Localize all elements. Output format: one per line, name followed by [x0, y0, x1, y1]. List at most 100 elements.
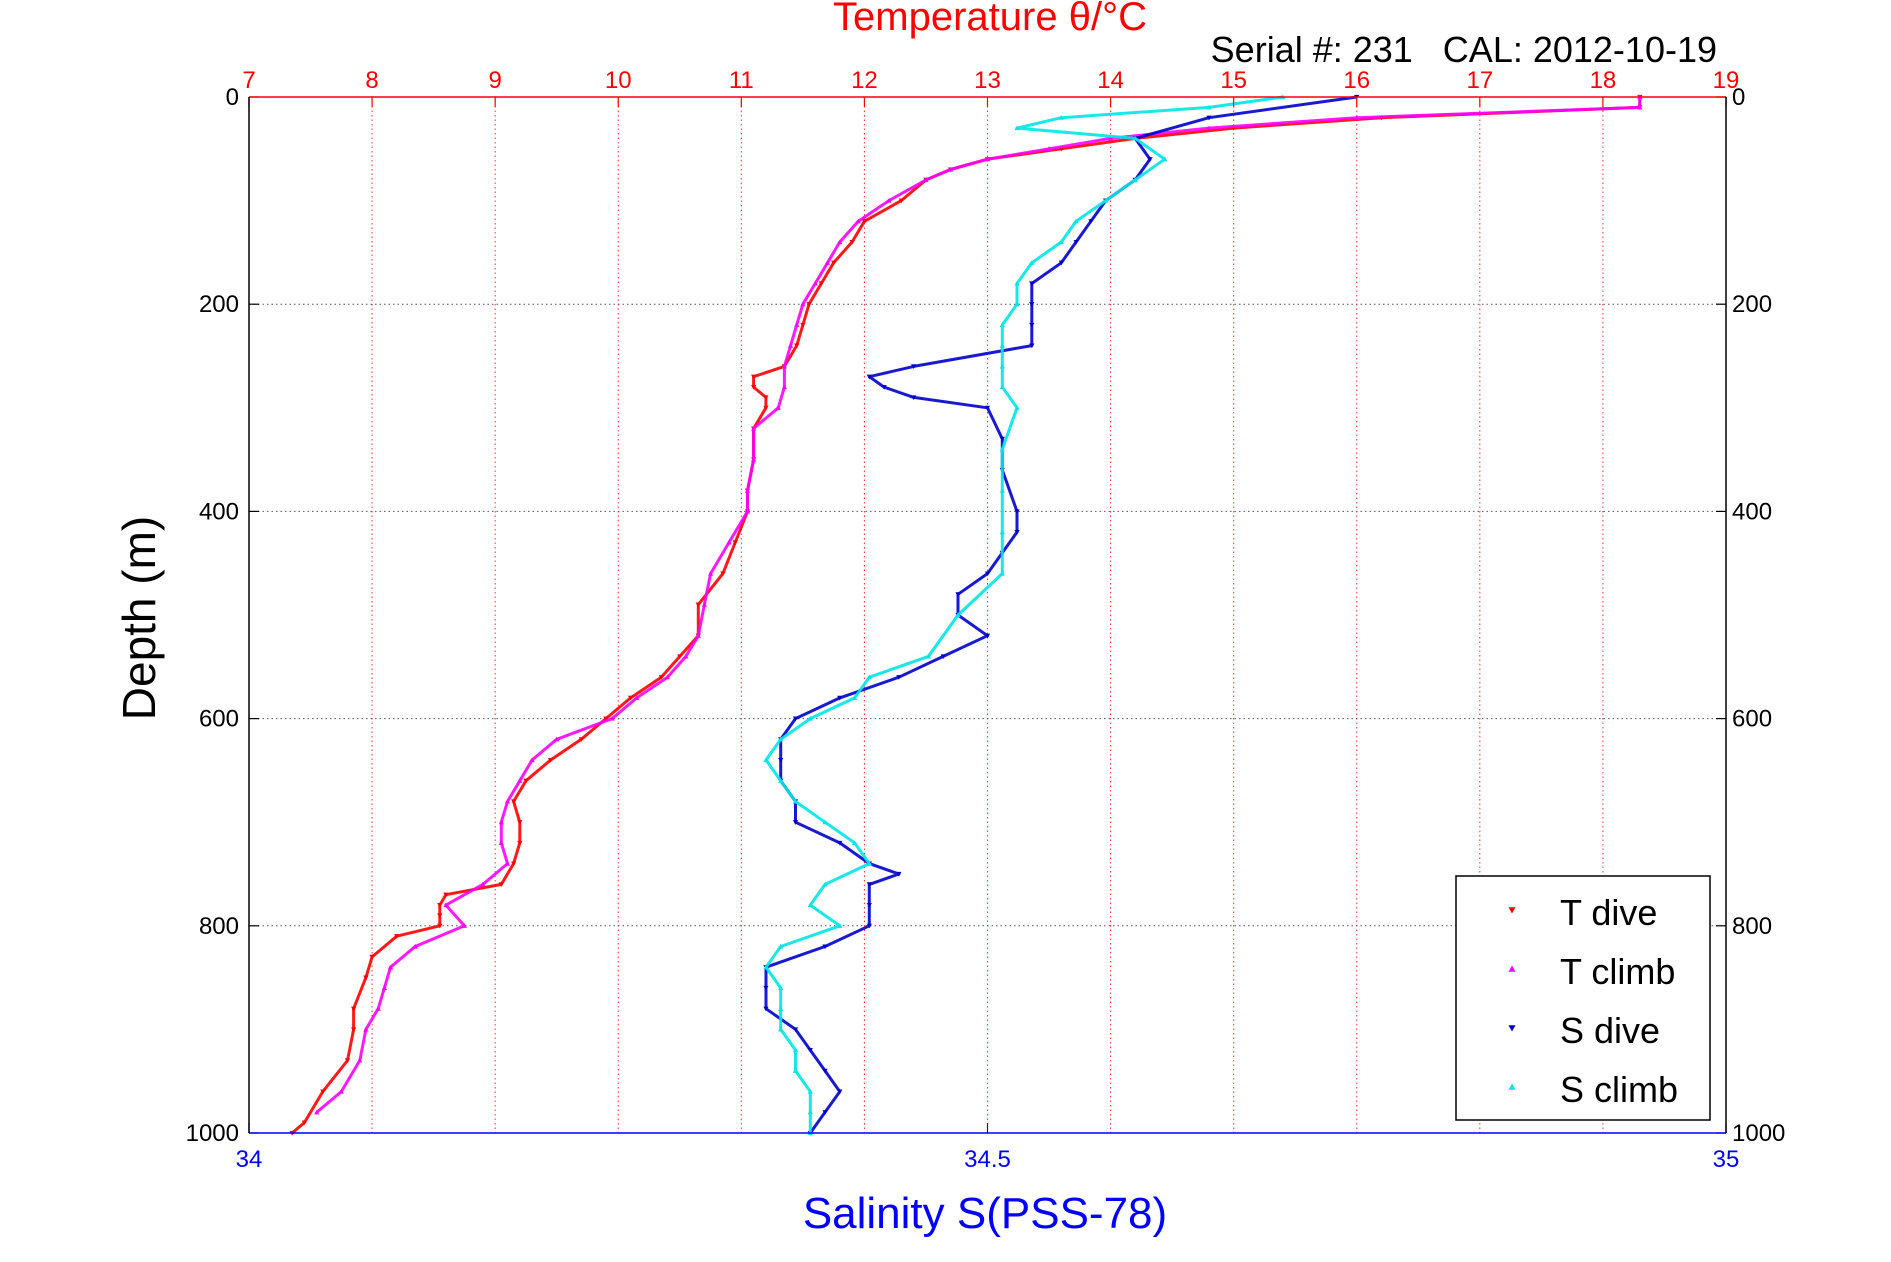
- data-point-s-dive-29: [837, 695, 843, 701]
- series-s-climb: [763, 94, 1286, 1136]
- data-point-s-climb-8: [1073, 218, 1079, 224]
- data-point-t-dive-20: [763, 395, 769, 401]
- data-point-t-climb-25: [707, 570, 714, 576]
- data-point-t-climb-27: [695, 633, 701, 638]
- data-point-s-climb-20: [999, 529, 1005, 535]
- data-point-t-climb-39: [480, 881, 486, 887]
- data-point-s-dive-15: [881, 385, 887, 390]
- data-point-s-climb-24: [866, 674, 872, 680]
- data-point-t-dive-15: [800, 322, 806, 328]
- data-point-s-dive-28: [896, 675, 902, 680]
- temperature-tick-label-18: 18: [1590, 67, 1617, 94]
- salinity-tick-label-34.5: 34.5: [964, 1146, 1011, 1173]
- data-point-s-dive-44: [763, 985, 769, 991]
- data-point-t-dive-48: [363, 975, 369, 981]
- data-point-t-climb-34: [517, 778, 523, 783]
- temperature-tick-label-14: 14: [1097, 67, 1124, 94]
- depth-tick-label-right-200: 200: [1732, 291, 1772, 318]
- data-point-t-climb-37: [498, 840, 504, 845]
- data-point-s-dive-32: [778, 757, 784, 763]
- salinity-tick-label-34: 34: [236, 1146, 263, 1173]
- data-point-t-dive-40: [511, 861, 517, 867]
- series-trace-s-dive: [764, 95, 1358, 1134]
- data-point-t-climb-6: [984, 156, 991, 162]
- data-point-t-dive-12: [831, 260, 837, 266]
- data-point-s-climb-37: [778, 943, 784, 949]
- data-point-t-climb-1: [1637, 104, 1643, 110]
- data-point-t-climb-14: [800, 301, 806, 307]
- temperature-tick-label-16: 16: [1343, 67, 1370, 94]
- salinity-axis-label: Salinity S(PSS-78): [803, 1189, 1167, 1238]
- data-point-s-climb-21: [999, 570, 1005, 576]
- data-point-t-dive-21: [763, 405, 769, 411]
- data-point-s-climb-28: [763, 757, 769, 763]
- data-point-s-climb-12: [1014, 301, 1020, 307]
- legend-label-t-dive: T dive: [1560, 892, 1657, 933]
- data-point-s-dive-14: [866, 374, 872, 380]
- depth-tick-label-left-600: 600: [199, 706, 239, 733]
- data-point-s-dive-16: [911, 395, 917, 401]
- data-point-s-climb-31: [822, 819, 828, 825]
- data-point-s-dive-20: [1014, 509, 1020, 514]
- series-trace-t-climb: [315, 97, 1642, 1114]
- data-point-t-climb-22: [744, 488, 751, 493]
- data-point-t-climb-46: [363, 1026, 369, 1032]
- data-point-s-dive-10: [1029, 302, 1035, 307]
- data-point-s-climb-15: [999, 363, 1005, 369]
- data-point-t-dive-9: [898, 198, 904, 204]
- data-point-t-climb-3: [1206, 125, 1212, 131]
- data-point-t-dive-13: [818, 281, 824, 287]
- data-point-s-dive-3: [1147, 157, 1153, 162]
- data-point-s-dive-26: [984, 633, 991, 639]
- data-point-t-climb-40: [443, 902, 449, 908]
- data-point-t-climb-16: [787, 343, 794, 348]
- data-point-t-climb-19: [775, 405, 781, 410]
- data-point-t-dive-35: [547, 757, 554, 763]
- data-point-t-climb-47: [357, 1057, 363, 1063]
- data-point-s-dive-49: [837, 1089, 843, 1095]
- data-point-t-climb-33: [529, 757, 535, 763]
- data-point-t-climb-35: [504, 798, 511, 804]
- data-point-s-dive-27: [940, 654, 946, 660]
- data-point-s-climb-26: [807, 716, 813, 721]
- data-point-t-climb-9: [886, 198, 892, 203]
- data-point-t-dive-36: [523, 778, 529, 784]
- data-point-t-dive-31: [658, 675, 664, 680]
- data-point-t-dive-32: [627, 695, 634, 701]
- data-point-t-climb-12: [824, 260, 831, 265]
- series-t-climb: [314, 94, 1643, 1115]
- data-point-s-dive-21: [1014, 530, 1020, 535]
- legend-marker-s-climb: [1508, 1083, 1516, 1090]
- data-point-t-climb-26: [701, 602, 708, 607]
- temperature-tick-label-7: 7: [242, 67, 255, 94]
- data-point-s-climb-11: [1014, 280, 1020, 286]
- data-point-s-dive-8: [1058, 260, 1064, 266]
- data-point-s-dive-47: [807, 1048, 813, 1053]
- data-point-s-climb-1: [1206, 104, 1212, 110]
- data-point-s-dive-39: [866, 882, 872, 887]
- data-point-t-dive-38: [517, 820, 523, 825]
- depth-tick-label-right-800: 800: [1732, 913, 1772, 940]
- data-point-s-dive-7: [1073, 239, 1079, 245]
- data-point-t-climb-48: [338, 1088, 344, 1094]
- data-point-s-climb-36: [837, 923, 843, 928]
- data-point-t-climb-32: [554, 736, 560, 742]
- data-point-t-dive-42: [443, 892, 449, 898]
- data-point-t-climb-7: [947, 166, 954, 172]
- data-point-s-climb-6: [1132, 177, 1138, 182]
- data-point-s-climb-7: [1103, 198, 1109, 203]
- data-point-s-climb-22: [955, 612, 961, 618]
- data-point-t-climb-42: [412, 943, 418, 949]
- data-point-t-dive-30: [677, 654, 683, 660]
- depth-tick-label-left-200: 200: [199, 291, 239, 318]
- data-point-t-climb-4: [1107, 135, 1114, 141]
- data-point-s-climb-45: [807, 1109, 813, 1115]
- data-point-s-climb-43: [792, 1068, 799, 1073]
- data-point-s-dive-40: [866, 903, 872, 908]
- data-point-s-climb-32: [851, 840, 858, 845]
- data-point-s-climb-34: [822, 881, 828, 887]
- data-point-s-dive-18: [999, 436, 1005, 442]
- depth-tick-label-right-600: 600: [1732, 706, 1772, 733]
- data-point-t-climb-24: [726, 539, 732, 545]
